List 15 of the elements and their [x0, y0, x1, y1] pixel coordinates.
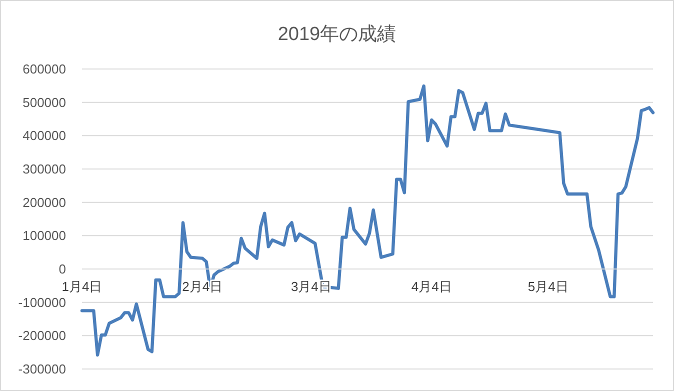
line-series	[80, 84, 655, 357]
y-tick-label: -100000	[18, 294, 66, 310]
y-tick-label: 500000	[22, 94, 66, 110]
y-tick-label: 200000	[22, 194, 66, 210]
x-tick-label: 5月4日	[528, 279, 568, 294]
y-tick-label: 600000	[22, 62, 66, 77]
y-tick-label: 300000	[22, 162, 66, 177]
y-tick-label: 400000	[22, 128, 66, 144]
x-tick-label: 4月4日	[411, 279, 452, 294]
chart-title: 2019年の成績	[278, 24, 396, 45]
y-tick-label: 0	[58, 262, 66, 277]
y-tick-label: -300000	[18, 362, 66, 377]
y-tick-label: 100000	[22, 228, 66, 244]
y-tick-label: -200000	[18, 328, 66, 344]
x-tick-label: 1月4日	[62, 279, 102, 294]
